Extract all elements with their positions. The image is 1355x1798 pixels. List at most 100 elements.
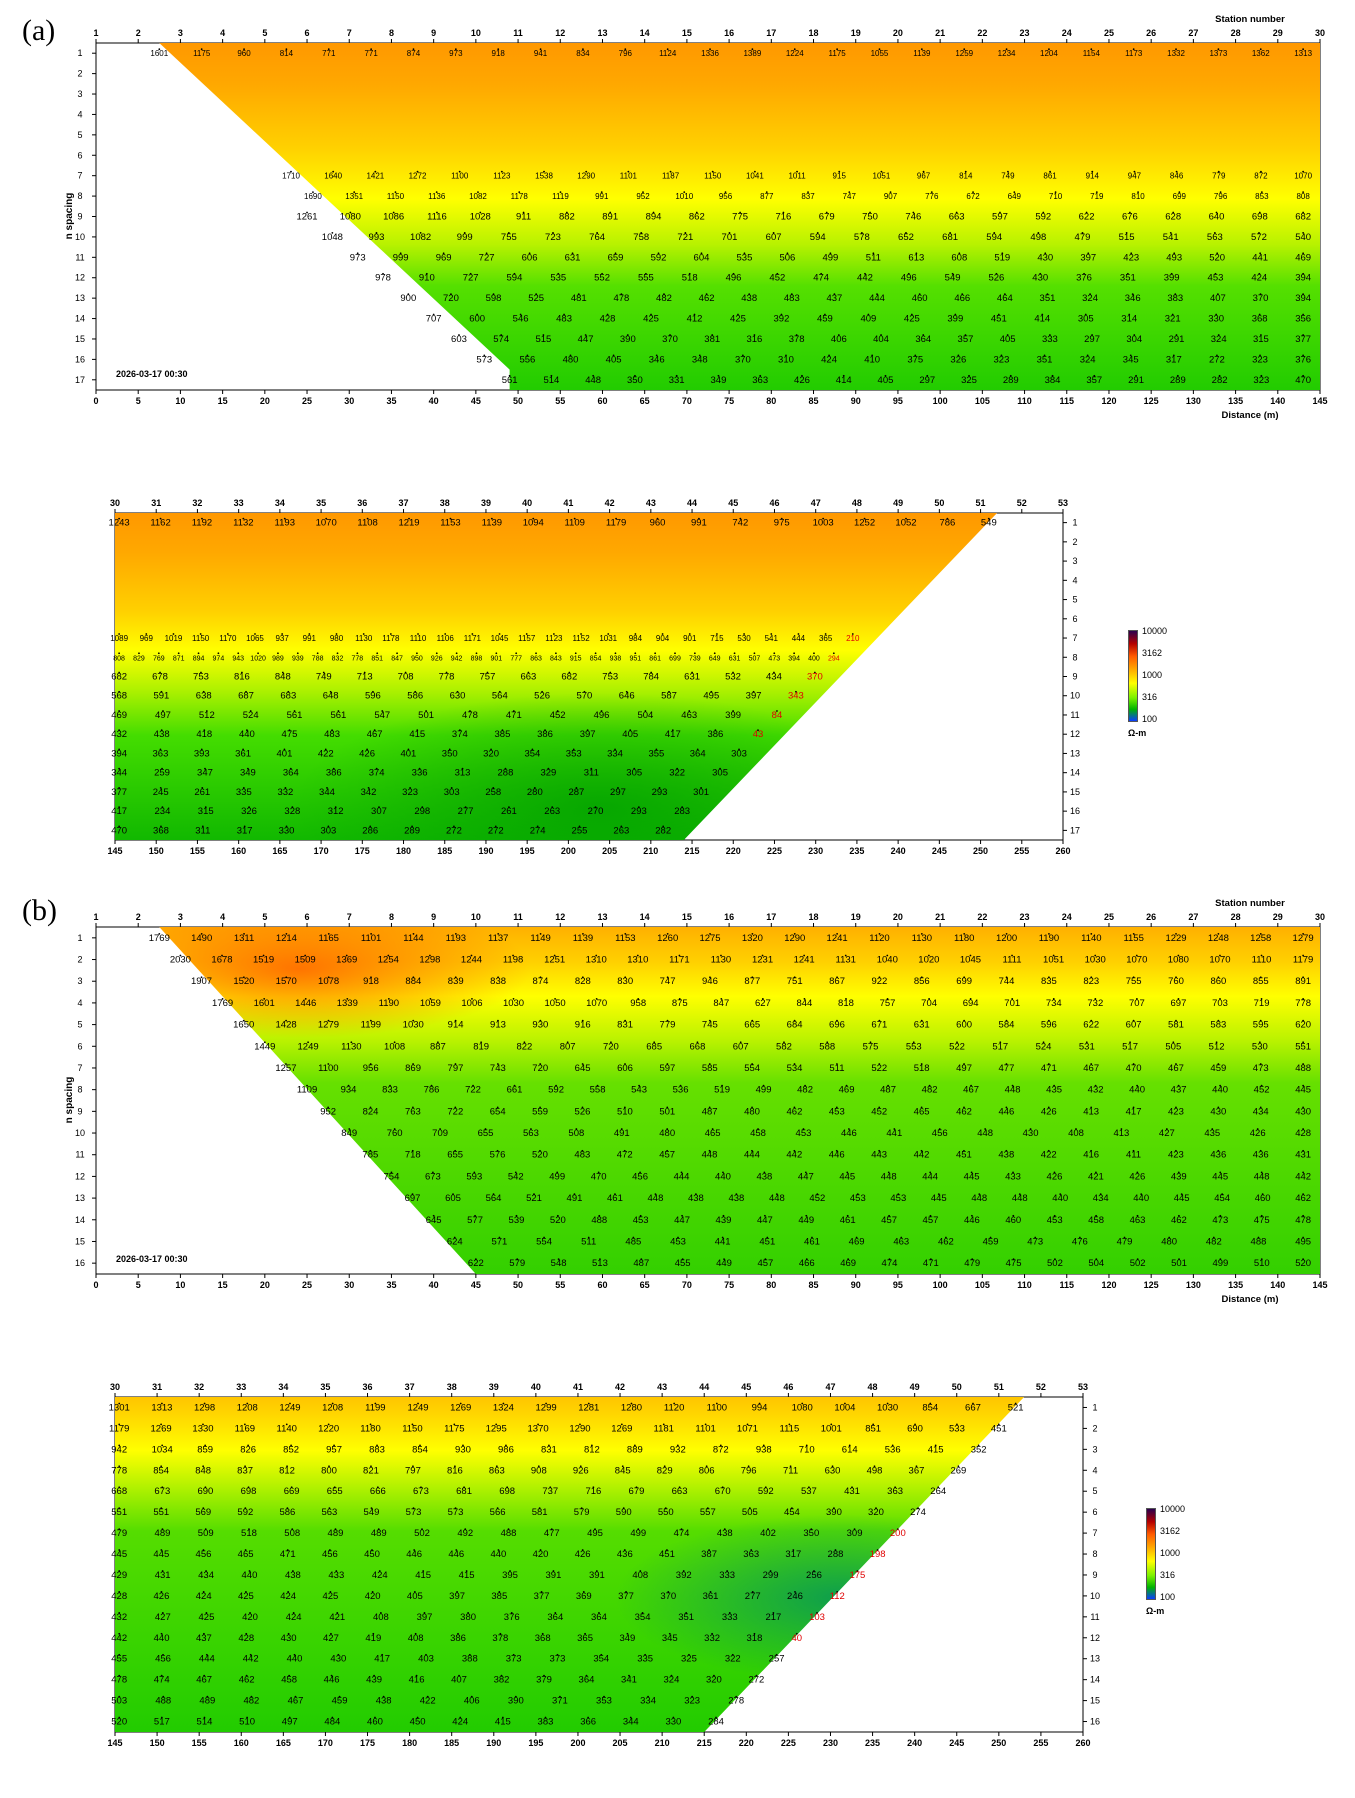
a1-xtick-label: 20 — [260, 396, 270, 406]
a2-data-label: 394 — [111, 748, 127, 759]
b1-data-label: 661 — [507, 1085, 523, 1096]
b2-data-label: 415 — [459, 1570, 475, 1581]
a1-station-label: 8 — [389, 28, 394, 38]
b2-data-label: 405 — [407, 1591, 423, 1602]
a1-data-point — [1005, 48, 1008, 51]
b2-xtick-label: 190 — [486, 1738, 501, 1748]
b1-data-label: 743 — [490, 1063, 506, 1074]
b2-xtick-label: 170 — [318, 1738, 333, 1748]
b1-data-label: 459 — [983, 1236, 999, 1247]
b1-data-label: 462 — [787, 1106, 803, 1117]
b2-data-label: 367 — [909, 1465, 925, 1476]
a1-data-point — [825, 211, 828, 214]
a1-data-point — [312, 191, 314, 193]
a2-station-label: 39 — [481, 498, 491, 508]
distance-axis-title-a: Distance (m) — [1221, 410, 1278, 421]
panel-label-b: (b) — [22, 894, 57, 927]
b1-data-label: 1190 — [379, 998, 399, 1009]
b1-data-label: 1030 — [503, 998, 524, 1009]
a2-data-point — [490, 517, 493, 520]
a1-data-point — [200, 48, 203, 51]
b1-data-label: 518 — [914, 1063, 930, 1074]
a2-xtick-label: 180 — [396, 846, 411, 856]
a1-data-label: 1082 — [469, 192, 487, 201]
a1-data-label: 716 — [775, 212, 791, 223]
b1-data-label: 499 — [756, 1085, 772, 1096]
a1-data-point — [1302, 48, 1305, 51]
a1-data-point — [640, 232, 643, 234]
a1-station-label: 1 — [93, 28, 98, 38]
a1-data-label: 594 — [986, 232, 1002, 243]
a2-data-label: 43 — [753, 729, 764, 740]
b1-station-label: 18 — [809, 912, 819, 922]
b2-data-label: 533 — [949, 1423, 965, 1434]
a1-data-label: 324 — [1082, 293, 1098, 304]
a1-data-label: 775 — [732, 212, 748, 223]
a1-data-label: 399 — [947, 314, 963, 325]
a2-data-point — [693, 652, 696, 655]
a1-data-point — [458, 170, 461, 173]
b2-data-label: 465 — [238, 1549, 254, 1560]
b1-data-label: 719 — [1254, 998, 1270, 1009]
a1-data-label: 496 — [726, 273, 742, 284]
b2-data-label: 433 — [328, 1570, 344, 1581]
a1-ytick-label: 3 — [77, 89, 82, 99]
a2-data-point — [698, 517, 700, 520]
b1-xtick-label: 100 — [933, 1280, 948, 1290]
b1-data-label: 485 — [625, 1236, 641, 1247]
b2-data-label: 942 — [111, 1444, 127, 1455]
b1-data-label: 1080 — [1168, 955, 1189, 966]
a2-xtick-label: 165 — [272, 846, 287, 856]
a2-data-label: 969 — [140, 634, 154, 643]
b1-data-label: 1241 — [827, 933, 848, 944]
a1-data-label: 727 — [463, 273, 479, 284]
b1-data-label: 487 — [633, 1258, 649, 1269]
b2-data-label: 272 — [748, 1675, 764, 1686]
a2-data-label: 926 — [431, 655, 443, 662]
a1-data-label: 956 — [719, 192, 733, 201]
b1-data-label: 823 — [1083, 976, 1099, 987]
a1-data-point — [416, 170, 419, 173]
a1-data-point — [1132, 48, 1135, 51]
a1-data-label: 1204 — [1040, 49, 1058, 58]
a1-data-label: 511 — [866, 252, 881, 263]
a2-data-label: 512 — [199, 710, 215, 721]
b1-data-label: 685 — [646, 1041, 662, 1052]
a1-data-label: 357 — [1086, 375, 1102, 386]
colorbar-unit: Ω-m — [1146, 1606, 1165, 1616]
colorbar-tick: 1000 — [1160, 1548, 1181, 1558]
a1-data-point — [458, 334, 460, 336]
b1-data-label: 502 — [1047, 1258, 1063, 1269]
b1-data-label: 505 — [1165, 1041, 1181, 1052]
b2-data-label: 403 — [418, 1654, 434, 1665]
a1-ytick-label: 12 — [75, 273, 85, 283]
b2-data-label: 957 — [326, 1444, 342, 1455]
b1-data-label: 1101 — [361, 933, 381, 944]
a2-data-label: 363 — [153, 748, 169, 759]
b2-data-label: 371 — [552, 1696, 568, 1707]
a1-data-point — [1126, 272, 1129, 275]
b1-data-label: 1310 — [586, 955, 607, 966]
b2-data-label: 264 — [930, 1486, 946, 1497]
b1-ytick-label: 2 — [77, 955, 82, 965]
a1-data-label: 291 — [1169, 334, 1185, 345]
a2-data-label: 320 — [483, 748, 499, 759]
b1-data-label: 704 — [921, 998, 937, 1009]
b1-station-label: 5 — [262, 912, 267, 922]
b1-data-label: 431 — [1295, 1150, 1311, 1161]
a1-data-label: 1116 — [427, 212, 447, 223]
a2-data-label: 1157 — [518, 634, 536, 643]
b2-data-label: 497 — [282, 1717, 298, 1728]
a2-station-label: 53 — [1058, 498, 1068, 508]
a2-data-point — [277, 652, 279, 655]
a1-data-label: 749 — [1001, 172, 1015, 181]
a1-data-label: 370 — [1253, 293, 1269, 304]
b2-data-label: 859 — [197, 1444, 213, 1455]
a1-data-label: 914 — [1086, 172, 1100, 181]
b2-data-label: 431 — [844, 1486, 860, 1497]
a2-data-label: 469 — [111, 710, 127, 721]
a2-data-label: 432 — [111, 729, 127, 740]
a1-data-point — [1044, 252, 1047, 255]
a1-data-label: 397 — [1080, 252, 1096, 263]
a1-data-point — [1259, 252, 1262, 255]
